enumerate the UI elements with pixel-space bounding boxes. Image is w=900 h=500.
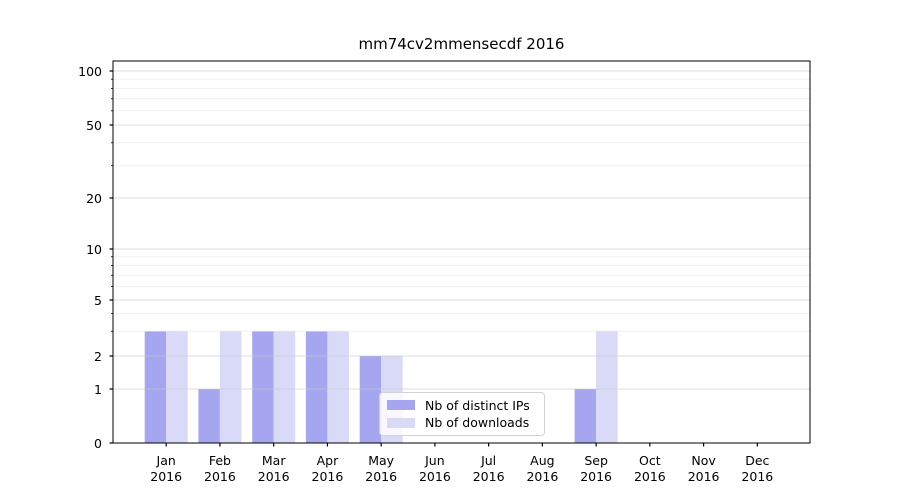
y-tick-label-5: 5 [94, 292, 102, 308]
bar-distinct-ips-mar [252, 331, 274, 443]
x-tick-label-jul: Jul 2016 [472, 453, 505, 484]
x-tick-label-apr: Apr 2016 [311, 453, 344, 484]
y-tick-label-50: 50 [86, 117, 102, 133]
legend: Nb of distinct IPs Nb of downloads [379, 392, 545, 436]
x-tick-label-may: May 2016 [365, 453, 398, 484]
bar-downloads-feb [219, 331, 242, 443]
y-tick-label-10: 10 [86, 241, 102, 257]
x-tick-label-feb: Feb 2016 [204, 453, 236, 484]
x-tick-label-sep: Sep 2016 [580, 453, 613, 484]
y-tick-label-100: 100 [78, 63, 102, 79]
x-tick-label-jun: Jun 2016 [418, 453, 451, 484]
x-tick-label-aug: Aug 2016 [526, 453, 559, 484]
x-tick-label-dec: Dec 2016 [741, 453, 774, 484]
y-tick-label-1: 1 [94, 381, 102, 397]
bar-distinct-ips-sep [574, 389, 597, 443]
chart-title: mm74cv2mmensecdf 2016 [358, 35, 565, 53]
x-tick-label-jan: Jan 2016 [150, 453, 183, 484]
bar-downloads-apr [327, 331, 349, 443]
y-tick-label-2: 2 [94, 348, 102, 364]
legend-swatch-distinct-ips-icon [387, 400, 415, 411]
bar-downloads-jan [166, 331, 188, 443]
bar-distinct-ips-apr [305, 331, 328, 443]
bar-distinct-ips-may [359, 356, 382, 443]
y-tick-label-0: 0 [94, 435, 102, 451]
legend-label-distinct-ips: Nb of distinct IPs [425, 397, 530, 413]
x-tick-label-mar: Mar 2016 [257, 453, 290, 484]
plot-border [112, 60, 811, 444]
bar-downloads-sep [596, 331, 618, 443]
x-tick-label-nov: Nov 2016 [687, 453, 720, 484]
x-tick-label-oct: Oct 2016 [633, 453, 666, 484]
legend-row-distinct-ips: Nb of distinct IPs [387, 398, 536, 413]
y-tick-label-20: 20 [86, 190, 102, 206]
bar-distinct-ips-jan [144, 331, 167, 443]
bar-downloads-mar [273, 331, 296, 443]
legend-label-downloads: Nb of downloads [425, 415, 530, 431]
legend-swatch-downloads-icon [387, 417, 415, 428]
bar-distinct-ips-feb [198, 389, 220, 443]
legend-row-downloads: Nb of downloads [387, 415, 536, 430]
